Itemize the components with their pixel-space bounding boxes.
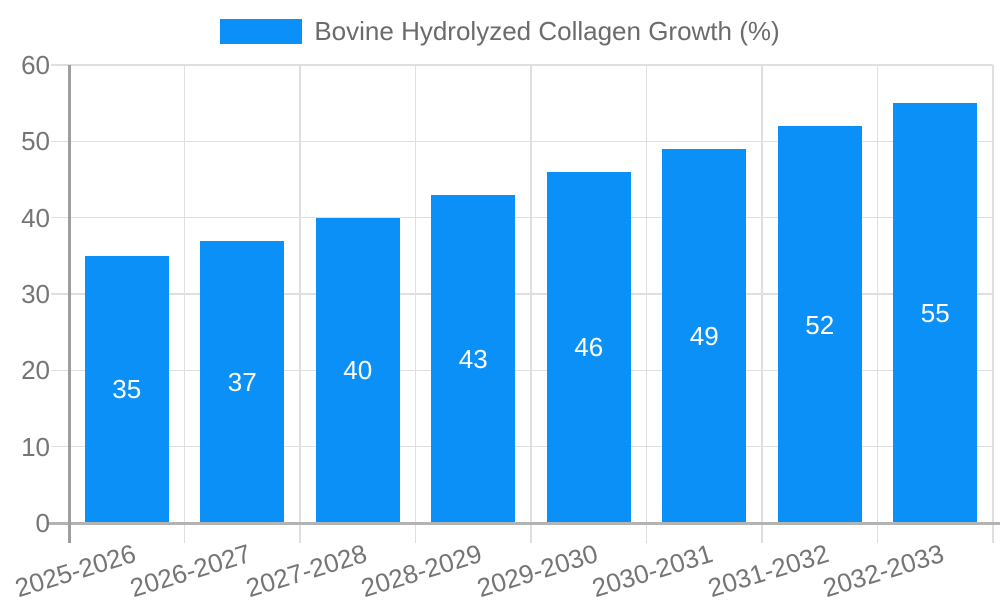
- bar-2026-2027[interactable]: [200, 240, 285, 523]
- bar-2027-2028[interactable]: [315, 217, 400, 523]
- y-gridline: [51, 64, 993, 66]
- bar-value-label: 40: [343, 355, 373, 386]
- y-axis-tick-label: 20: [21, 355, 50, 386]
- legend-label: Bovine Hydrolyzed Collagen Growth (%): [314, 16, 780, 46]
- bar-value-label: 46: [574, 332, 604, 363]
- bar-value-label: 37: [227, 366, 257, 397]
- x-gridline: [761, 65, 763, 543]
- bar-2031-2032[interactable]: [777, 126, 862, 523]
- bar-value-label: 43: [458, 343, 488, 374]
- y-axis-tick-label: 40: [21, 202, 50, 233]
- y-gridline: [51, 140, 993, 143]
- y-gridline: [51, 216, 993, 219]
- bar-2025-2026[interactable]: [84, 255, 169, 523]
- x-gridline: [530, 65, 532, 543]
- y-axis-tick-label: 10: [21, 431, 50, 462]
- y-axis-line: [67, 65, 71, 543]
- y-gridline: [51, 445, 993, 448]
- x-gridline: [183, 65, 186, 543]
- bar-value-label: 49: [689, 320, 719, 351]
- y-axis-tick-label: 50: [21, 126, 50, 157]
- x-gridline: [645, 65, 648, 543]
- bar-value-label: 35: [112, 374, 142, 405]
- x-gridline: [876, 65, 879, 543]
- bar-value-label: 55: [920, 298, 950, 329]
- bar-value-label: 52: [805, 309, 835, 340]
- bar-2029-2030[interactable]: [546, 171, 631, 523]
- y-gridline: [51, 293, 993, 295]
- legend: Bovine Hydrolyzed Collagen Growth (%): [0, 18, 1000, 44]
- y-axis-tick-label: 60: [21, 50, 50, 80]
- legend-item[interactable]: Bovine Hydrolyzed Collagen Growth (%): [220, 16, 780, 46]
- bar-2032-2033[interactable]: [893, 103, 978, 523]
- x-gridline: [299, 65, 301, 543]
- bar-2028-2029[interactable]: [431, 194, 516, 523]
- x-gridline: [414, 65, 417, 543]
- y-axis-tick-label: 0: [35, 508, 50, 538]
- y-axis-tick-label: 30: [21, 279, 50, 309]
- bar-2030-2031[interactable]: [662, 148, 747, 523]
- x-gridline: [992, 65, 994, 543]
- x-axis-line: [48, 521, 1000, 525]
- legend-swatch-icon: [220, 18, 303, 44]
- y-gridline: [51, 369, 993, 372]
